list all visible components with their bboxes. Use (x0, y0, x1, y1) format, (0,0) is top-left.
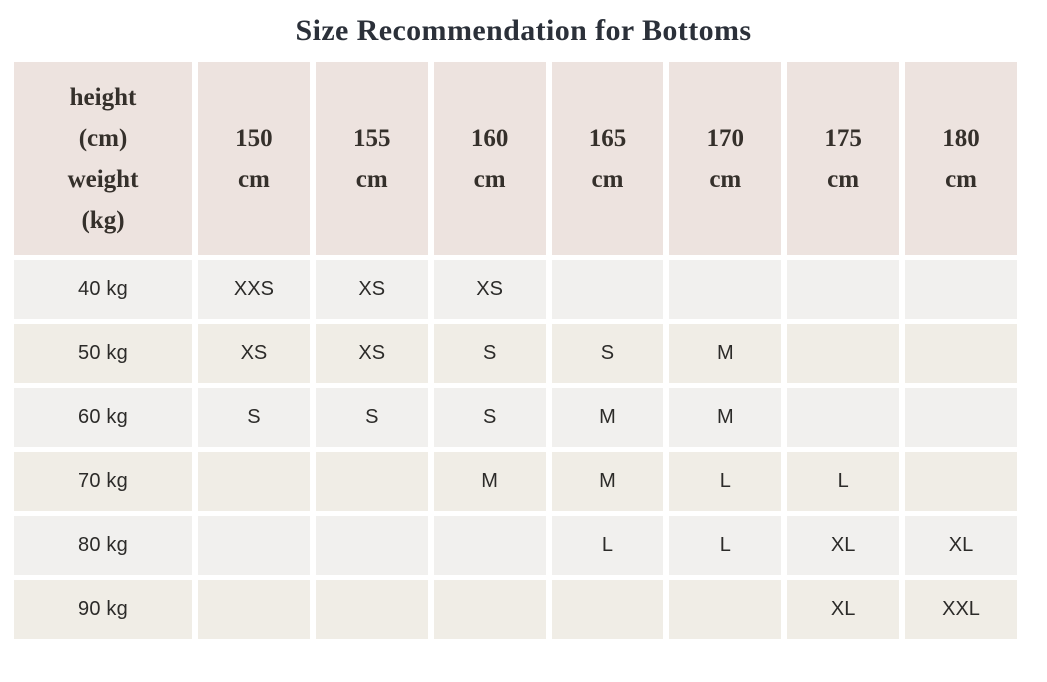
size-cell: S (433, 388, 546, 447)
size-cell: XL (787, 580, 900, 639)
corner-line: (kg) (81, 206, 125, 234)
col-header-175cm: 175 cm (787, 62, 900, 255)
size-cell (551, 260, 664, 319)
row-label-40kg: 40 kg (14, 260, 192, 319)
table-row-40kg: 40 kg XXS XS XS (14, 260, 1017, 319)
size-cell (787, 324, 900, 383)
size-cell (198, 452, 310, 511)
col-header-180cm: 180 cm (905, 62, 1017, 255)
col-header-150cm: 150 cm (198, 62, 310, 255)
row-label-80kg: 80 kg (14, 516, 192, 575)
size-cell: L (787, 452, 900, 511)
row-label-50kg: 50 kg (14, 324, 192, 383)
size-cell (905, 260, 1017, 319)
col-header-155cm: 155 cm (315, 62, 428, 255)
size-cell (198, 516, 310, 575)
size-cell (905, 452, 1017, 511)
corner-line: weight (67, 165, 139, 193)
size-cell: XS (198, 324, 310, 383)
size-cell (669, 580, 782, 639)
size-cell: S (433, 324, 546, 383)
page-title: Size Recommendation for Bottoms (295, 14, 752, 47)
size-cell: M (433, 452, 546, 511)
col-header-165cm: 165 cm (551, 62, 664, 255)
row-label-60kg: 60 kg (14, 388, 192, 447)
table-row-60kg: 60 kg S S S M M (14, 388, 1017, 447)
size-cell (905, 324, 1017, 383)
size-cell: XS (315, 324, 428, 383)
size-cell: XXS (198, 260, 310, 319)
size-cell (787, 260, 900, 319)
size-cell: M (551, 388, 664, 447)
size-cell: L (669, 516, 782, 575)
size-cell (315, 580, 428, 639)
col-header-160cm: 160 cm (433, 62, 546, 255)
size-cell: L (551, 516, 664, 575)
corner-line: height (69, 83, 137, 111)
size-cell (433, 516, 546, 575)
size-cell: XL (905, 516, 1017, 575)
size-cell: L (669, 452, 782, 511)
corner-header: height (cm) weight (kg) (14, 62, 192, 255)
size-cell: S (315, 388, 428, 447)
row-label-70kg: 70 kg (14, 452, 192, 511)
size-cell (787, 388, 900, 447)
corner-line: (cm) (78, 124, 128, 152)
size-cell (315, 516, 428, 575)
size-cell: M (669, 324, 782, 383)
table-row-50kg: 50 kg XS XS S S M (14, 324, 1017, 383)
table-row-80kg: 80 kg L L XL XL (14, 516, 1017, 575)
size-recommendation-table: height (cm) weight (kg) 150 cm 155 cm 16… (8, 57, 1023, 644)
size-cell (551, 580, 664, 639)
size-cell: XXL (905, 580, 1017, 639)
table-header-row: height (cm) weight (kg) 150 cm 155 cm 16… (14, 62, 1017, 255)
size-cell (905, 388, 1017, 447)
size-cell: XL (787, 516, 900, 575)
table-row-90kg: 90 kg XL XXL (14, 580, 1017, 639)
col-header-170cm: 170 cm (669, 62, 782, 255)
size-cell: M (551, 452, 664, 511)
size-cell (198, 580, 310, 639)
size-cell: XS (315, 260, 428, 319)
size-cell (433, 580, 546, 639)
table-row-70kg: 70 kg M M L L (14, 452, 1017, 511)
size-cell: S (198, 388, 310, 447)
size-cell: S (551, 324, 664, 383)
size-cell (669, 260, 782, 319)
row-label-90kg: 90 kg (14, 580, 192, 639)
size-cell (315, 452, 428, 511)
size-cell: M (669, 388, 782, 447)
size-cell: XS (433, 260, 546, 319)
